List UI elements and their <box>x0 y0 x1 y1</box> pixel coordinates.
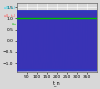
X-axis label: t_n: t_n <box>53 81 61 86</box>
Text: $u(0,t_n)$: $u(0,t_n)$ <box>3 5 17 12</box>
Text: $u(L,t_n)$: $u(L,t_n)$ <box>3 13 17 20</box>
Text: $u_\infty$: $u_\infty$ <box>11 22 17 28</box>
